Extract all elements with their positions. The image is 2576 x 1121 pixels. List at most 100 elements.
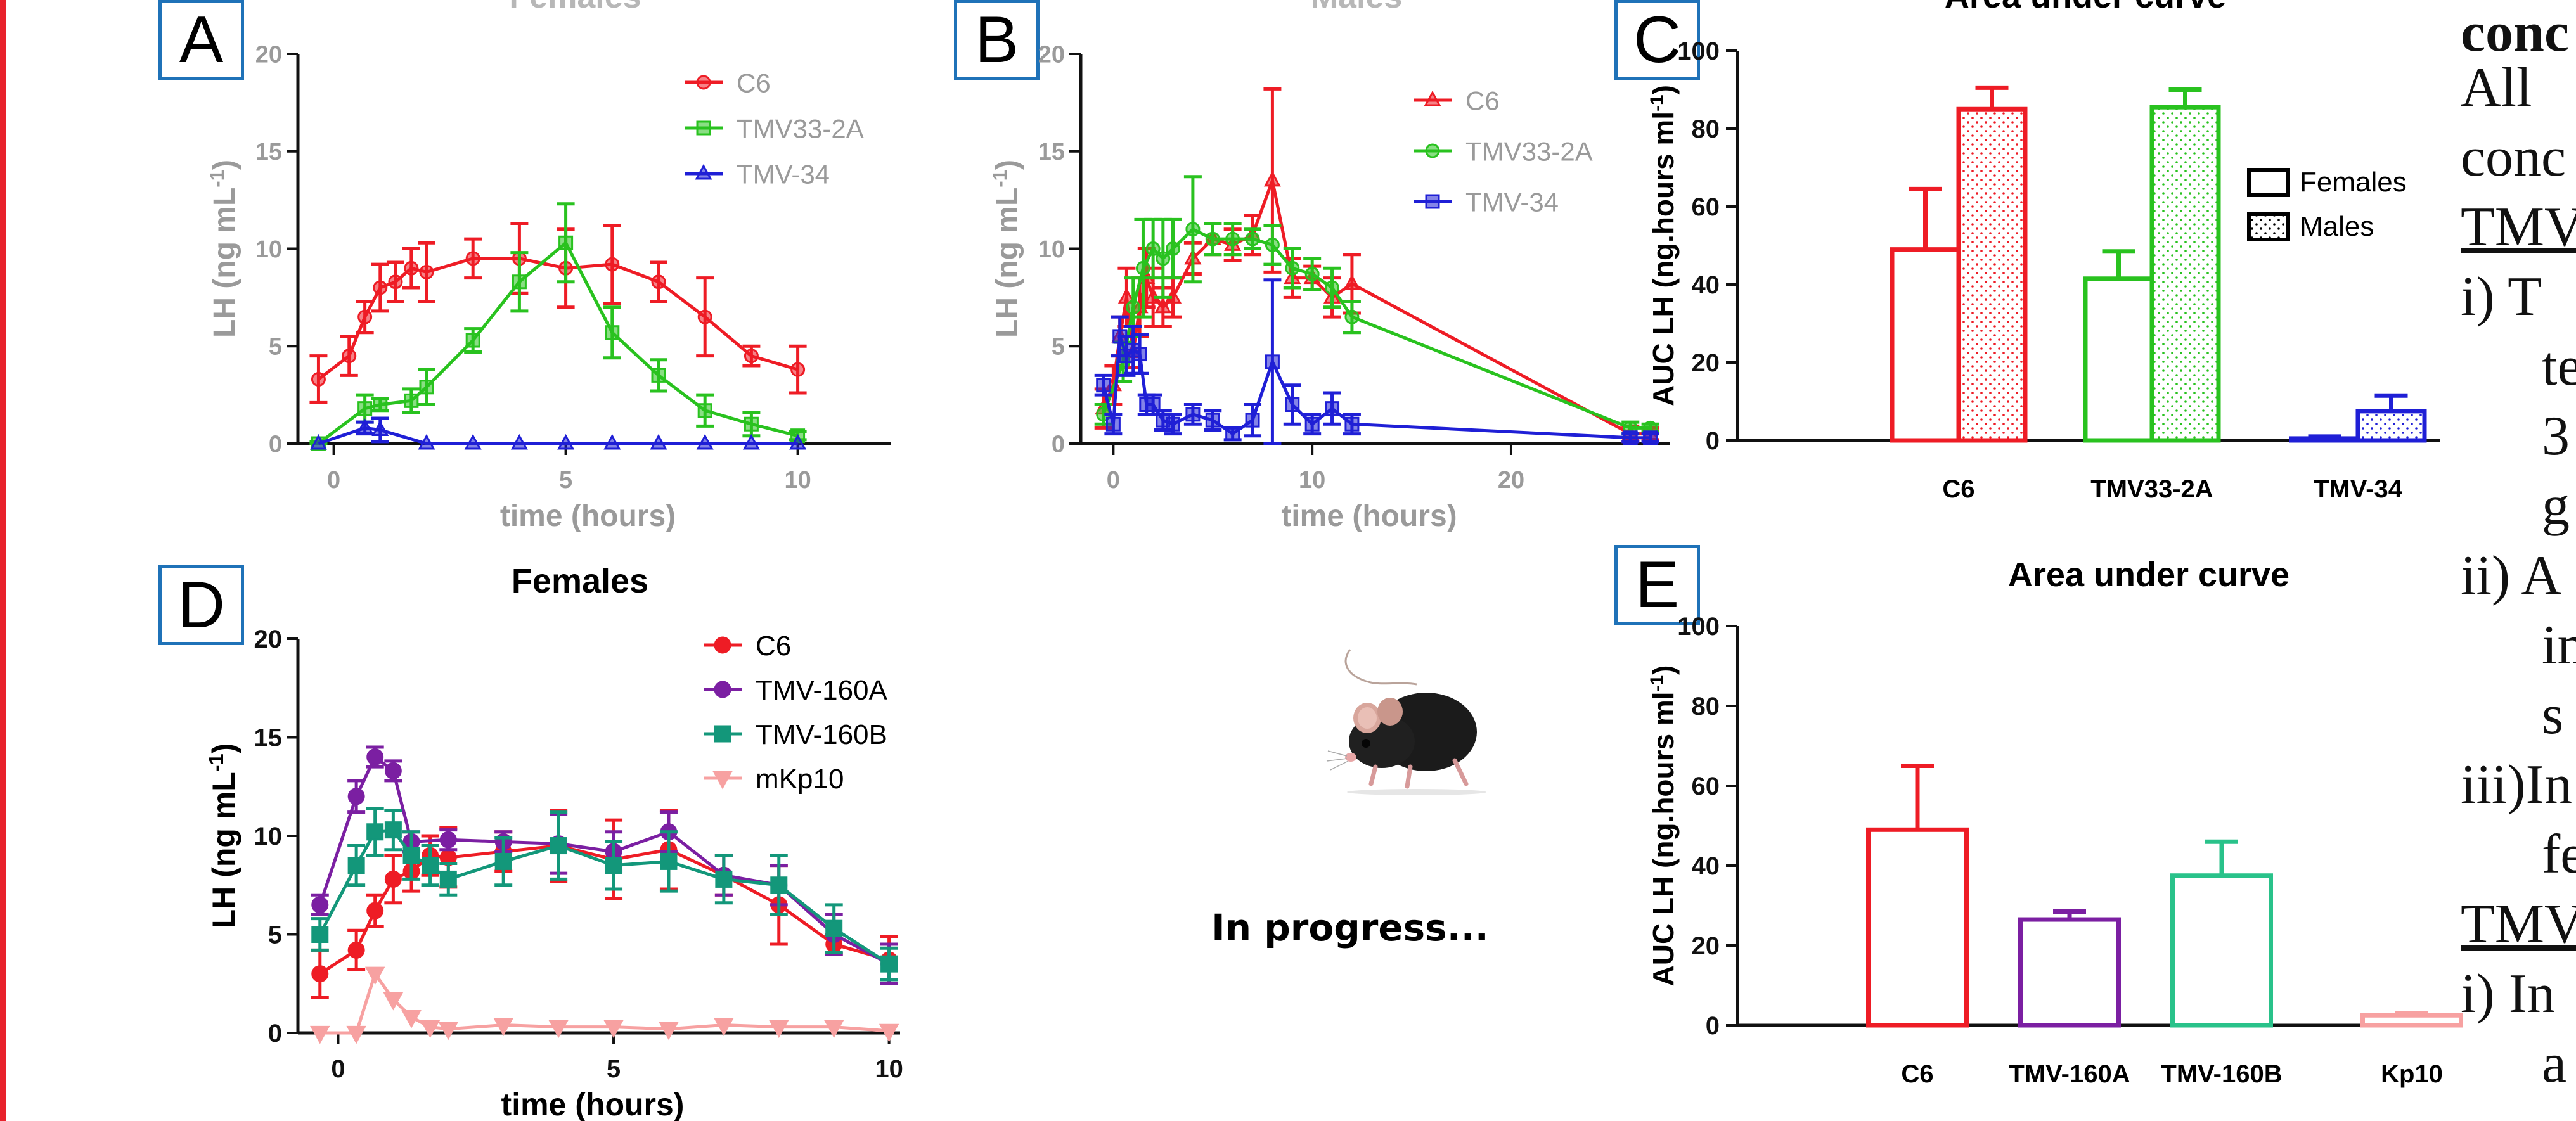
data-point	[1643, 430, 1658, 445]
data-point	[357, 309, 373, 324]
data-point	[464, 433, 482, 450]
data-point	[1117, 288, 1135, 304]
data-point	[309, 433, 327, 450]
side-text-line: conc	[2461, 2, 2570, 63]
data-point	[550, 837, 567, 855]
data-point	[364, 966, 385, 985]
data-point	[603, 433, 621, 450]
x-tick-label: TMV-160A	[2009, 1060, 2130, 1088]
x-axis-label: time (hours)	[501, 1087, 685, 1121]
data-point	[1263, 170, 1281, 187]
data-point	[1145, 241, 1161, 256]
data-point	[310, 1025, 330, 1044]
data-point	[789, 433, 807, 450]
x-tick-label: TMV-34	[2314, 475, 2403, 503]
data-point	[1344, 309, 1360, 324]
series-line	[318, 426, 798, 445]
side-text-line: conc	[2461, 127, 2566, 188]
data-point	[512, 274, 527, 290]
data-point	[404, 260, 419, 276]
y-tick-label: 20	[255, 41, 282, 68]
legend-label: C6	[1465, 86, 1500, 115]
data-point	[311, 896, 329, 914]
left-red-rule	[0, 0, 6, 1121]
x-tick-label: TMV33-2A	[2090, 475, 2213, 503]
data-point	[1285, 260, 1300, 276]
data-point	[1135, 260, 1150, 276]
bar	[2360, 1013, 2463, 1028]
data-point	[404, 393, 419, 408]
line-chart-b: 0 5 10 15 20 0 10 20 time (hours) LH (ng mL-1) Mal…	[989, 0, 1670, 533]
legend-label: TMV33-2A	[1465, 136, 1593, 166]
series-line	[319, 970, 889, 1035]
data-point	[712, 771, 733, 790]
data-point	[342, 349, 357, 364]
data-point	[510, 433, 528, 450]
y-axis-label-text: LH (ng mL-1)	[205, 743, 242, 929]
data-point	[1343, 274, 1361, 290]
bar	[2149, 105, 2221, 443]
data-point	[418, 433, 435, 450]
data-point	[420, 1020, 441, 1039]
data-point	[1185, 407, 1201, 422]
series-line	[1102, 174, 1651, 436]
x-tick-label: Kp10	[2381, 1060, 2443, 1088]
data-point	[366, 902, 384, 919]
data-point	[439, 831, 457, 849]
data-point	[493, 1018, 513, 1037]
y-axis-label-text: LH (ng mL-1)	[989, 160, 1025, 338]
data-point	[605, 325, 620, 340]
x-tick-label: 5	[607, 1055, 621, 1083]
data-point	[465, 333, 480, 348]
line-chart-d: 0 5 10 15 20 0 5 10 time (hours) LH (ng mL-1) Fema…	[205, 562, 903, 1121]
data-point	[605, 857, 622, 874]
data-point	[1126, 300, 1141, 315]
data-point	[1425, 143, 1440, 158]
y-tick-label: 40	[1692, 852, 1720, 880]
data-point	[388, 274, 403, 290]
data-point	[383, 992, 404, 1011]
data-point	[605, 257, 620, 272]
side-text-line: g	[2542, 475, 2570, 537]
data-point	[1265, 354, 1280, 369]
side-text-line: iii)In	[2461, 754, 2572, 816]
data-point	[603, 1020, 624, 1039]
legend-label: Males	[2300, 211, 2374, 242]
x-tick-label: 10	[784, 467, 811, 494]
y-tick-label: 5	[268, 921, 282, 949]
data-point	[1245, 231, 1260, 247]
x-tick-label: 10	[1299, 467, 1325, 494]
side-text-column: conc All conc TMV i) T te 3 g ii) A in s…	[2453, 0, 2576, 1121]
data-point	[1325, 401, 1340, 416]
data-point	[384, 870, 402, 888]
bar	[2289, 436, 2360, 443]
data-point	[1623, 430, 1638, 445]
x-axis-label: time (hours)	[500, 499, 676, 533]
data-point	[650, 433, 667, 450]
bar	[2018, 917, 2121, 1028]
data-point	[660, 852, 678, 870]
y-axis-label: LH (ng mL-1)	[206, 160, 242, 338]
data-point	[373, 397, 388, 412]
data-point	[696, 75, 711, 90]
x-tick-label: C6	[1942, 475, 1974, 503]
y-tick-label: 0	[269, 431, 282, 458]
y-tick-label: 10	[254, 823, 283, 850]
panel-letter-c: C	[1614, 0, 1700, 80]
data-point	[1096, 378, 1111, 393]
side-text-line: All	[2461, 57, 2532, 119]
bar	[2170, 873, 2273, 1028]
side-text-line: i) In	[2461, 963, 2556, 1025]
data-point	[1166, 241, 1181, 256]
panel-letter-d: D	[158, 565, 244, 645]
bar	[1956, 106, 2028, 443]
legend-label: TMV-160A	[756, 675, 888, 706]
y-tick-label: 100	[1677, 613, 1720, 641]
side-text-line: TMV	[2461, 894, 2576, 955]
data-point	[742, 433, 760, 450]
line-chart-a: 0 5 10 15 20 0 5 10 time (hours) LH (ng mL-1) Fema…	[206, 0, 891, 533]
chart-title: Males	[1311, 0, 1403, 15]
y-tick-label: 20	[254, 625, 283, 653]
series-tmv-160b	[311, 806, 898, 982]
data-point	[311, 965, 329, 983]
